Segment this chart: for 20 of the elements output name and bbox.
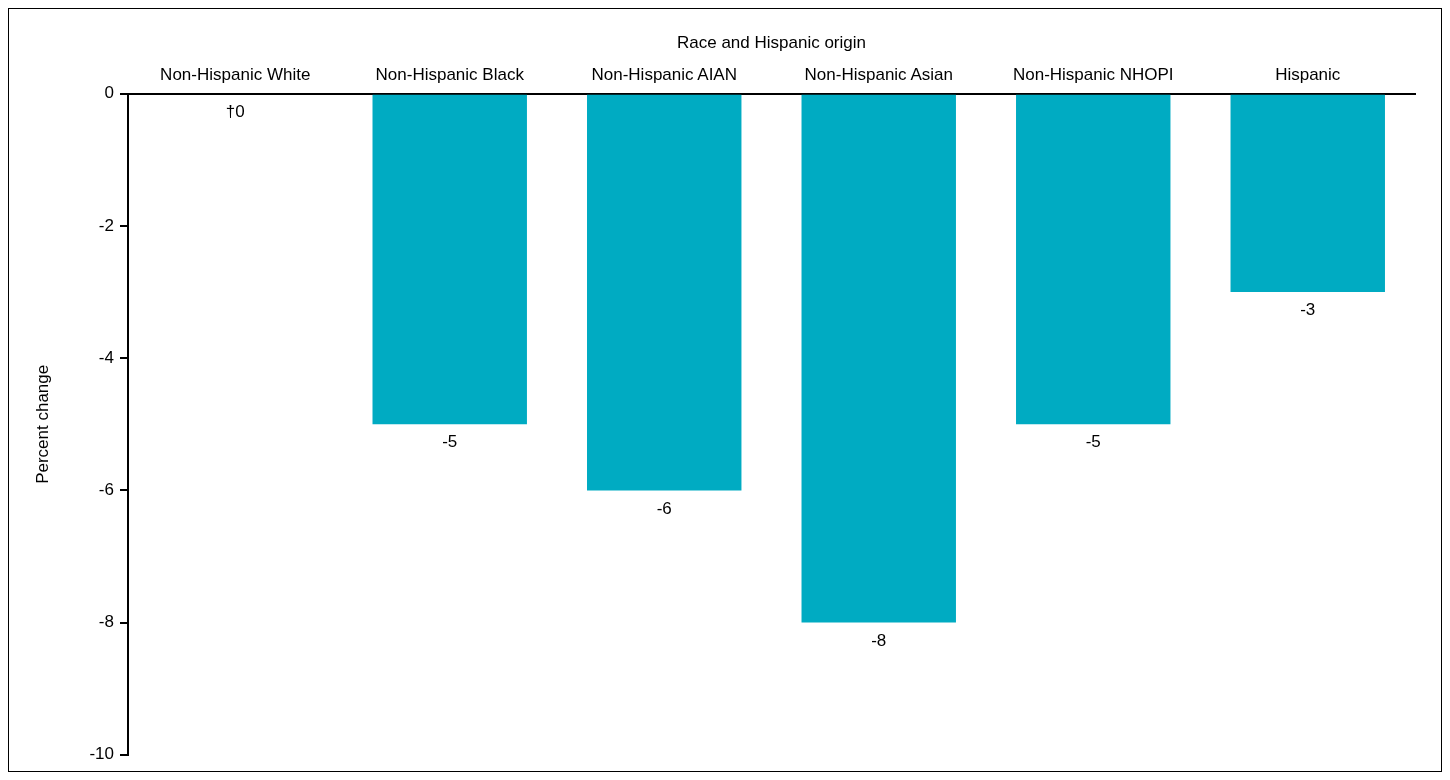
x-tick-label: Non-Hispanic Asian — [804, 65, 953, 85]
x-tick-label: Non-Hispanic Black — [375, 65, 525, 85]
data-label: †0 — [225, 101, 245, 121]
y-tick-label: -8 — [98, 612, 114, 632]
x-tick-label: Non-Hispanic White — [160, 65, 311, 85]
x-tick-label: Non-Hispanic AIAN — [591, 65, 737, 85]
y-tick-label: -6 — [98, 480, 114, 500]
y-tick-label: 0 — [104, 83, 114, 103]
y-axis-title: Percent change — [32, 364, 52, 484]
data-label: -5 — [442, 432, 458, 452]
x-tick-label: Hispanic — [1275, 65, 1341, 85]
data-label: -5 — [1085, 432, 1101, 452]
x-axis-title: Race and Hispanic origin — [676, 32, 866, 52]
y-tick-label: -4 — [98, 347, 114, 367]
data-label: -6 — [656, 498, 672, 518]
x-tick-label: Non-Hispanic NHOPI — [1012, 65, 1174, 85]
data-label: -8 — [871, 630, 887, 650]
data-label: -3 — [1300, 300, 1316, 320]
y-tick-label: -2 — [98, 215, 114, 235]
y-tick-label: -10 — [89, 744, 114, 764]
